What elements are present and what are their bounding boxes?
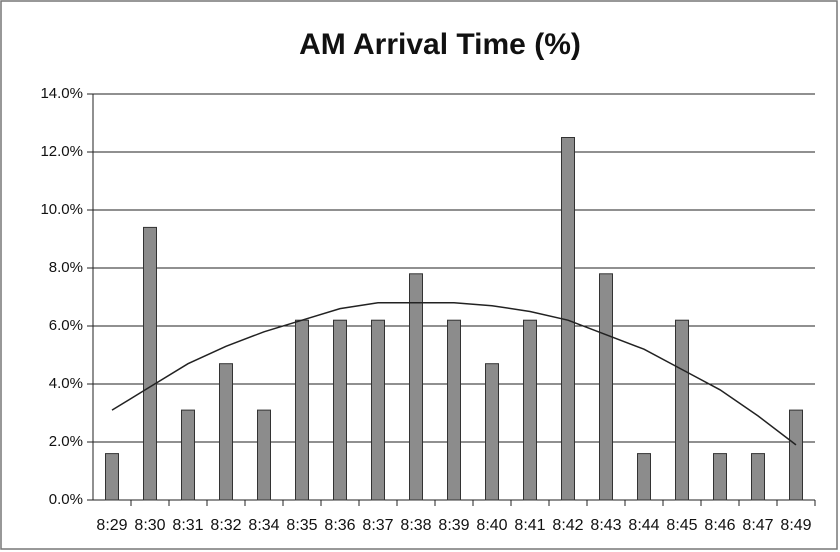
x-tick-label: 8:41 bbox=[514, 517, 545, 534]
x-tick-label: 8:46 bbox=[704, 517, 735, 534]
bar bbox=[599, 273, 613, 501]
bar bbox=[409, 273, 423, 501]
y-tick-label: 12.0% bbox=[40, 143, 83, 160]
x-tick-label: 8:49 bbox=[780, 517, 811, 534]
y-tick-label: 2.0% bbox=[49, 433, 83, 450]
y-tick-label: 6.0% bbox=[49, 317, 83, 334]
y-tick-label: 8.0% bbox=[49, 259, 83, 276]
chart-title: AM Arrival Time (%) bbox=[299, 28, 581, 61]
y-tick-label: 4.0% bbox=[49, 375, 83, 392]
bar bbox=[143, 226, 157, 501]
bar bbox=[485, 363, 499, 501]
x-tick-label: 8:36 bbox=[324, 517, 355, 534]
x-tick-label: 8:32 bbox=[210, 517, 241, 534]
bar bbox=[219, 363, 233, 501]
bar bbox=[447, 319, 461, 501]
x-tick-label: 8:42 bbox=[552, 517, 583, 534]
bar bbox=[257, 409, 271, 501]
x-tick-label: 8:43 bbox=[590, 517, 621, 534]
x-tick-label: 8:35 bbox=[286, 517, 317, 534]
x-tick-label: 8:40 bbox=[476, 517, 507, 534]
y-tick-label: 0.0% bbox=[49, 491, 83, 508]
x-tick-label: 8:45 bbox=[666, 517, 697, 534]
bar bbox=[789, 409, 803, 501]
x-tick-label: 8:31 bbox=[172, 517, 203, 534]
x-tick-label: 8:34 bbox=[248, 517, 279, 534]
x-tick-label: 8:30 bbox=[134, 517, 165, 534]
bar bbox=[751, 453, 765, 501]
bar bbox=[181, 409, 195, 501]
y-tick-label: 10.0% bbox=[40, 201, 83, 218]
bar bbox=[333, 319, 347, 501]
bar bbox=[675, 319, 689, 501]
bar bbox=[523, 319, 537, 501]
x-tick-label: 8:47 bbox=[742, 517, 773, 534]
bar bbox=[713, 453, 727, 501]
x-tick-label: 8:44 bbox=[628, 517, 659, 534]
x-tick-label: 8:39 bbox=[438, 517, 469, 534]
x-tick-label: 8:29 bbox=[96, 517, 127, 534]
y-tick-label: 14.0% bbox=[40, 85, 83, 102]
bar bbox=[105, 453, 119, 501]
bar bbox=[295, 319, 309, 501]
bar bbox=[637, 453, 651, 501]
bar bbox=[371, 319, 385, 501]
x-tick-label: 8:38 bbox=[400, 517, 431, 534]
x-tick-label: 8:37 bbox=[362, 517, 393, 534]
trendline bbox=[111, 302, 797, 446]
